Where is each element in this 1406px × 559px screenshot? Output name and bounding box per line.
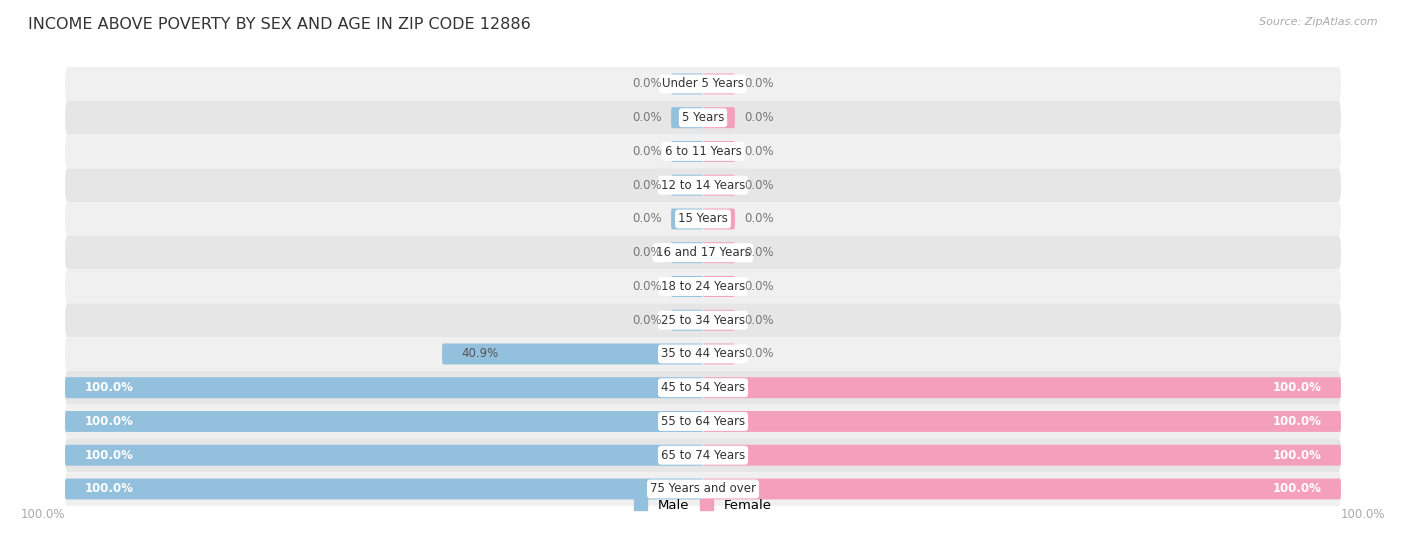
FancyBboxPatch shape xyxy=(65,269,1341,304)
FancyBboxPatch shape xyxy=(671,276,703,297)
Text: 6 to 11 Years: 6 to 11 Years xyxy=(665,145,741,158)
Text: 0.0%: 0.0% xyxy=(631,179,662,192)
Text: 5 Years: 5 Years xyxy=(682,111,724,124)
Text: Under 5 Years: Under 5 Years xyxy=(662,78,744,91)
FancyBboxPatch shape xyxy=(65,168,1341,202)
Text: 0.0%: 0.0% xyxy=(631,246,662,259)
Text: 100.0%: 100.0% xyxy=(21,508,65,521)
Text: 0.0%: 0.0% xyxy=(631,314,662,326)
Text: 100.0%: 100.0% xyxy=(1272,415,1322,428)
FancyBboxPatch shape xyxy=(65,337,1341,371)
FancyBboxPatch shape xyxy=(65,101,1341,135)
Text: 100.0%: 100.0% xyxy=(1272,482,1322,495)
Text: 100.0%: 100.0% xyxy=(1341,508,1385,521)
FancyBboxPatch shape xyxy=(65,445,703,466)
FancyBboxPatch shape xyxy=(65,67,1341,101)
Text: 0.0%: 0.0% xyxy=(744,111,775,124)
Text: 100.0%: 100.0% xyxy=(84,449,134,462)
Text: 12 to 14 Years: 12 to 14 Years xyxy=(661,179,745,192)
FancyBboxPatch shape xyxy=(65,202,1341,236)
FancyBboxPatch shape xyxy=(441,343,703,364)
FancyBboxPatch shape xyxy=(65,479,703,499)
FancyBboxPatch shape xyxy=(65,377,703,398)
FancyBboxPatch shape xyxy=(671,242,703,263)
Text: 100.0%: 100.0% xyxy=(1272,381,1322,394)
Text: 0.0%: 0.0% xyxy=(744,179,775,192)
FancyBboxPatch shape xyxy=(65,438,1341,472)
FancyBboxPatch shape xyxy=(703,276,735,297)
FancyBboxPatch shape xyxy=(65,304,1341,337)
FancyBboxPatch shape xyxy=(703,479,1341,499)
FancyBboxPatch shape xyxy=(703,73,735,94)
FancyBboxPatch shape xyxy=(703,107,735,128)
FancyBboxPatch shape xyxy=(703,445,1341,466)
FancyBboxPatch shape xyxy=(65,135,1341,168)
FancyBboxPatch shape xyxy=(703,343,735,364)
Text: 0.0%: 0.0% xyxy=(744,348,775,361)
Text: 55 to 64 Years: 55 to 64 Years xyxy=(661,415,745,428)
Text: 0.0%: 0.0% xyxy=(744,212,775,225)
FancyBboxPatch shape xyxy=(671,73,703,94)
FancyBboxPatch shape xyxy=(703,310,735,331)
Text: 45 to 54 Years: 45 to 54 Years xyxy=(661,381,745,394)
Text: 100.0%: 100.0% xyxy=(84,482,134,495)
FancyBboxPatch shape xyxy=(65,411,703,432)
Text: 75 Years and over: 75 Years and over xyxy=(650,482,756,495)
FancyBboxPatch shape xyxy=(671,209,703,229)
Legend: Male, Female: Male, Female xyxy=(634,499,772,512)
Text: 65 to 74 Years: 65 to 74 Years xyxy=(661,449,745,462)
Text: 0.0%: 0.0% xyxy=(744,280,775,293)
Text: Source: ZipAtlas.com: Source: ZipAtlas.com xyxy=(1260,17,1378,27)
FancyBboxPatch shape xyxy=(703,209,735,229)
FancyBboxPatch shape xyxy=(65,405,1341,438)
Text: INCOME ABOVE POVERTY BY SEX AND AGE IN ZIP CODE 12886: INCOME ABOVE POVERTY BY SEX AND AGE IN Z… xyxy=(28,17,531,32)
Text: 0.0%: 0.0% xyxy=(631,78,662,91)
FancyBboxPatch shape xyxy=(65,472,1341,506)
Text: 15 Years: 15 Years xyxy=(678,212,728,225)
Text: 100.0%: 100.0% xyxy=(1272,449,1322,462)
FancyBboxPatch shape xyxy=(703,377,1341,398)
Text: 40.9%: 40.9% xyxy=(461,348,499,361)
Text: 18 to 24 Years: 18 to 24 Years xyxy=(661,280,745,293)
FancyBboxPatch shape xyxy=(703,242,735,263)
Text: 100.0%: 100.0% xyxy=(84,381,134,394)
Text: 0.0%: 0.0% xyxy=(744,78,775,91)
Text: 25 to 34 Years: 25 to 34 Years xyxy=(661,314,745,326)
Text: 0.0%: 0.0% xyxy=(631,212,662,225)
FancyBboxPatch shape xyxy=(65,371,1341,405)
Text: 0.0%: 0.0% xyxy=(744,314,775,326)
Text: 16 and 17 Years: 16 and 17 Years xyxy=(655,246,751,259)
FancyBboxPatch shape xyxy=(703,411,1341,432)
FancyBboxPatch shape xyxy=(65,236,1341,269)
Text: 35 to 44 Years: 35 to 44 Years xyxy=(661,348,745,361)
FancyBboxPatch shape xyxy=(671,141,703,162)
Text: 0.0%: 0.0% xyxy=(744,246,775,259)
Text: 0.0%: 0.0% xyxy=(631,111,662,124)
Text: 0.0%: 0.0% xyxy=(631,145,662,158)
Text: 0.0%: 0.0% xyxy=(744,145,775,158)
FancyBboxPatch shape xyxy=(671,175,703,196)
FancyBboxPatch shape xyxy=(671,107,703,128)
Text: 0.0%: 0.0% xyxy=(631,280,662,293)
FancyBboxPatch shape xyxy=(703,175,735,196)
Text: 100.0%: 100.0% xyxy=(84,415,134,428)
FancyBboxPatch shape xyxy=(671,310,703,331)
FancyBboxPatch shape xyxy=(703,141,735,162)
